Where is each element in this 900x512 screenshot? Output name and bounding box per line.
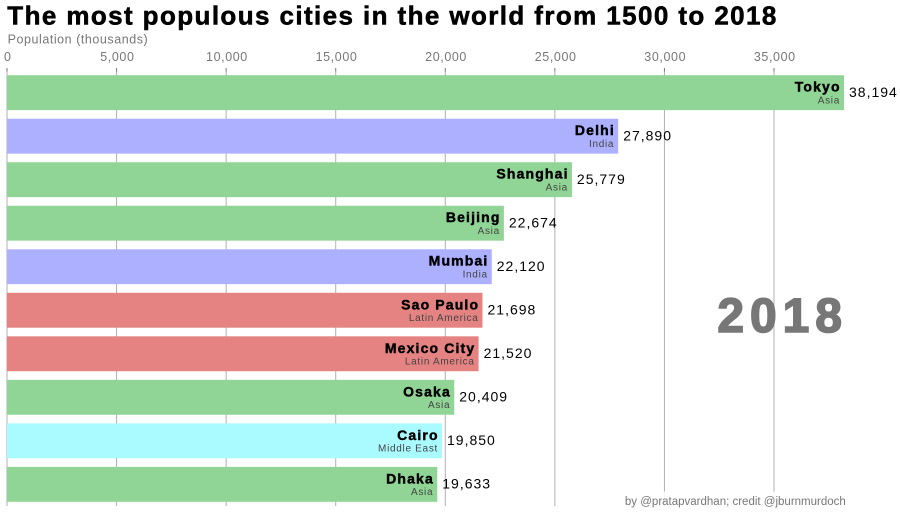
svg-text:38,194: 38,194 <box>849 84 898 100</box>
svg-text:Sao Paulo: Sao Paulo <box>401 296 479 312</box>
svg-text:Asia: Asia <box>818 96 840 107</box>
svg-text:22,120: 22,120 <box>497 258 546 274</box>
svg-text:by @pratapvardhan; credit @jbu: by @pratapvardhan; credit @jburnmurdoch <box>625 496 846 508</box>
svg-text:India: India <box>589 139 614 150</box>
svg-text:Mexico City: Mexico City <box>385 340 475 356</box>
svg-text:Dhaka: Dhaka <box>386 470 434 486</box>
svg-text:Asia: Asia <box>478 226 500 237</box>
svg-text:Population (thousands): Population (thousands) <box>8 32 149 46</box>
svg-text:25,000: 25,000 <box>535 50 577 64</box>
svg-text:Asia: Asia <box>546 183 568 194</box>
svg-text:Shanghai: Shanghai <box>496 166 568 182</box>
svg-text:Delhi: Delhi <box>575 122 615 138</box>
svg-text:Middle East: Middle East <box>378 444 438 455</box>
svg-text:Mumbai: Mumbai <box>429 253 489 269</box>
svg-text:35,000: 35,000 <box>754 50 796 64</box>
svg-text:10,000: 10,000 <box>206 50 248 64</box>
svg-text:22,674: 22,674 <box>509 215 558 231</box>
svg-text:27,890: 27,890 <box>623 127 672 143</box>
svg-text:2018: 2018 <box>717 290 847 343</box>
svg-text:21,520: 21,520 <box>484 345 533 361</box>
svg-text:21,698: 21,698 <box>488 302 537 318</box>
svg-text:19,850: 19,850 <box>447 432 496 448</box>
svg-text:Beijing: Beijing <box>446 209 501 225</box>
svg-text:Asia: Asia <box>411 487 433 498</box>
svg-text:20,000: 20,000 <box>425 50 467 64</box>
svg-text:15,000: 15,000 <box>316 50 358 64</box>
svg-text:Cairo: Cairo <box>397 427 439 443</box>
svg-text:Latin America: Latin America <box>409 313 479 324</box>
svg-text:The most populous cities in th: The most populous cities in the world fr… <box>7 1 777 31</box>
svg-text:Tokyo: Tokyo <box>795 79 841 95</box>
svg-text:Latin America: Latin America <box>405 357 475 368</box>
svg-text:25,779: 25,779 <box>577 171 626 187</box>
svg-text:Asia: Asia <box>428 400 450 411</box>
svg-text:Osaka: Osaka <box>403 383 451 399</box>
svg-text:30,000: 30,000 <box>644 50 686 64</box>
svg-text:5,000: 5,000 <box>100 50 134 64</box>
svg-text:0: 0 <box>4 50 12 64</box>
svg-text:19,633: 19,633 <box>442 476 491 492</box>
svg-text:20,409: 20,409 <box>459 389 508 405</box>
svg-text:India: India <box>463 270 488 281</box>
